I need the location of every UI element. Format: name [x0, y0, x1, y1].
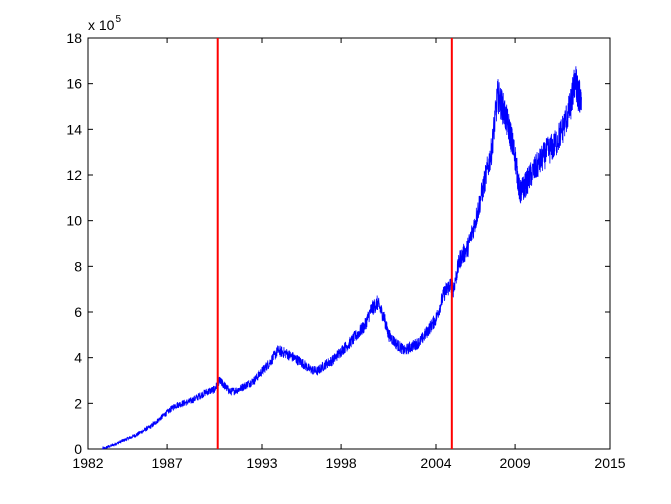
x-tick-label: 1993 [246, 455, 277, 471]
x-tick-label: 1987 [152, 455, 183, 471]
x-tick-label: 2004 [420, 455, 451, 471]
y-tick-label: 8 [74, 258, 82, 274]
series-layer [101, 66, 582, 450]
x-tick-label: 1998 [326, 455, 357, 471]
y-tick-label: 16 [66, 76, 82, 92]
plot-area [87, 37, 611, 450]
x-tick-label: 2009 [500, 455, 531, 471]
y-tick-label: 10 [66, 213, 82, 229]
series-line [101, 66, 582, 450]
vertical-lines [216, 38, 453, 449]
y-multiplier-label: x 10 [88, 17, 115, 33]
y-tick-label: 18 [66, 30, 82, 46]
x-tick-label: 1982 [72, 455, 103, 471]
y-tick-label: 2 [74, 395, 82, 411]
x-axis: 1982 1987 1993 1998 2004 2009 2015 [72, 38, 626, 471]
y-tick-label: 0 [74, 441, 82, 457]
y-multiplier-exponent: 5 [115, 14, 121, 25]
x-tick-label: 2015 [594, 455, 625, 471]
y-tick-label: 4 [74, 350, 82, 366]
y-tick-label: 14 [66, 121, 82, 137]
y-tick-label: 6 [74, 304, 82, 320]
y-tick-label: 12 [66, 167, 82, 183]
y-axis: 0 2 4 6 8 10 12 14 16 18 [66, 30, 610, 457]
